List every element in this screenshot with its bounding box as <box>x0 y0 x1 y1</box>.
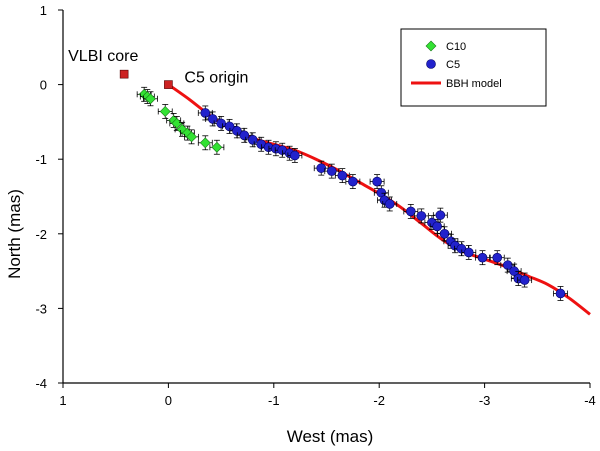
c5-point <box>384 199 395 209</box>
y-axis-title: North (mas) <box>5 189 24 279</box>
c5-point <box>348 176 358 187</box>
c5-point <box>416 211 427 221</box>
c5-point <box>247 135 258 145</box>
c5-point <box>207 114 218 124</box>
special-markers-layer <box>119 69 173 89</box>
legend-box <box>400 28 547 107</box>
c5-point <box>326 166 337 176</box>
y-tick-label: -3 <box>35 301 47 316</box>
data-points-layer <box>136 86 568 301</box>
axes <box>62 10 590 384</box>
legend-label-c10: C10 <box>446 41 466 53</box>
c5-point <box>435 210 446 220</box>
c10-point <box>211 141 223 153</box>
legend: C10 C5 BBH model <box>400 28 547 107</box>
c5-point <box>555 288 566 299</box>
y-tick-label: -2 <box>35 227 47 242</box>
annotation-vlbi-core: VLBI core <box>68 48 138 65</box>
c5-point <box>509 266 519 276</box>
x-tick-label: -1 <box>268 393 280 408</box>
legend-c5-circle-icon <box>426 59 436 69</box>
x-tick-label: 1 <box>59 393 66 408</box>
y-tick-label: 1 <box>40 3 47 18</box>
c5-point <box>316 163 327 173</box>
x-tick-label: -3 <box>479 393 491 408</box>
c10-point <box>159 106 171 117</box>
vlbi-core-marker <box>119 69 129 79</box>
annotation-c5-origin: C5 origin <box>184 70 248 87</box>
c5-point <box>519 275 530 285</box>
x-tick-label: -4 <box>584 393 596 408</box>
c5-point <box>337 170 348 181</box>
c5-point <box>372 176 382 187</box>
y-tick-label: 0 <box>40 78 47 93</box>
c10-point <box>186 131 198 143</box>
legend-label-c5: C5 <box>446 59 460 71</box>
x-axis-title: West (mas) <box>287 427 374 446</box>
x-ticks: 1 0 -1 -2 -3 -4 <box>59 383 596 408</box>
y-tick-label: -4 <box>35 376 47 391</box>
c5-point <box>492 252 503 263</box>
c5-origin-marker <box>164 80 173 89</box>
c5-point <box>432 221 442 232</box>
c10-point <box>199 137 211 149</box>
x-tick-label: 0 <box>165 393 172 408</box>
legend-label-bbh: BBH model <box>446 78 502 90</box>
c10-point <box>171 117 183 129</box>
y-tick-label: -1 <box>35 152 47 167</box>
c5-point <box>439 229 450 239</box>
c5-point <box>406 206 416 217</box>
c5-point <box>477 252 488 263</box>
x-tick-label: -2 <box>373 393 385 408</box>
y-ticks: 1 0 -1 -2 -3 -4 <box>35 3 63 391</box>
c5-point <box>239 130 250 141</box>
c5-point <box>502 260 513 270</box>
c5-point <box>290 150 300 161</box>
c10-point <box>145 93 156 105</box>
legend-c10-diamond-icon <box>425 40 437 52</box>
c5-point <box>463 247 474 258</box>
c5-point <box>216 118 226 129</box>
